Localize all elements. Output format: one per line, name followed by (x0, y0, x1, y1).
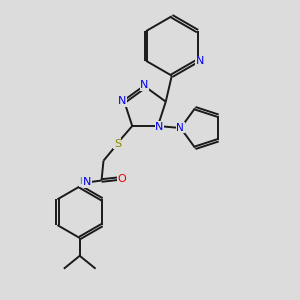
Text: N: N (176, 122, 184, 133)
Text: O: O (118, 173, 127, 184)
Text: S: S (114, 139, 121, 149)
Text: N: N (140, 80, 149, 90)
Text: N: N (118, 96, 126, 106)
Text: N: N (83, 177, 91, 187)
Text: N: N (155, 122, 164, 132)
Text: N: N (196, 56, 204, 66)
Text: H: H (79, 177, 86, 186)
